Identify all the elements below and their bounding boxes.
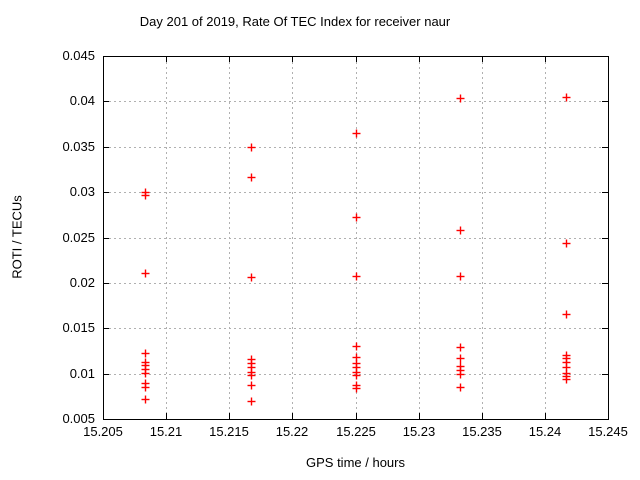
x-tick-label: 15.24 bbox=[528, 424, 562, 439]
x-tick-label: 15.235 bbox=[462, 424, 502, 439]
chart-title: Day 201 of 2019, Rate Of TEC Index for r… bbox=[139, 14, 451, 29]
y-tick-label: 0.015 bbox=[62, 320, 95, 335]
y-tick-label: 0.02 bbox=[69, 275, 95, 290]
y-tick-label: 0.045 bbox=[62, 48, 95, 63]
x-tick-label: 15.205 bbox=[83, 424, 123, 439]
x-tick-label: 15.22 bbox=[275, 424, 309, 439]
x-tick-label: 15.245 bbox=[588, 424, 628, 439]
y-tick-label: 0.005 bbox=[62, 411, 95, 426]
y-tick-label: 0.04 bbox=[69, 93, 95, 108]
y-tick-label: 0.01 bbox=[69, 366, 95, 381]
x-tick-label: 15.23 bbox=[402, 424, 436, 439]
x-axis-title: GPS time / hours bbox=[306, 455, 405, 470]
y-tick-label: 0.03 bbox=[69, 184, 95, 199]
x-tick-label: 15.215 bbox=[209, 424, 249, 439]
y-tick-label: 0.025 bbox=[62, 230, 95, 245]
y-tick-label: 0.035 bbox=[62, 139, 95, 154]
x-tick-label: 15.21 bbox=[149, 424, 183, 439]
x-tick-label: 15.225 bbox=[336, 424, 376, 439]
